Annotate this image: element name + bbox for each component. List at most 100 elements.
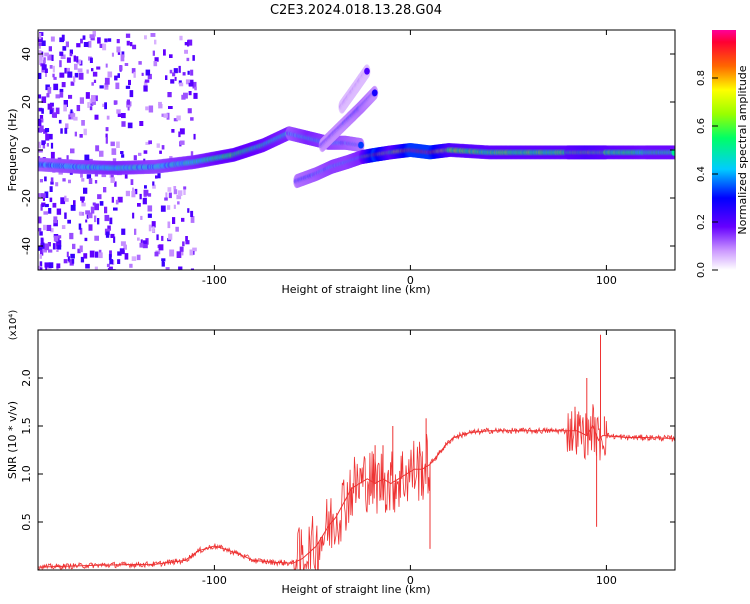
heatmap-noise-cell bbox=[113, 207, 118, 211]
snr-frame bbox=[37, 329, 676, 571]
heatmap-noise-cell bbox=[64, 212, 67, 219]
heatmap-noise-cell bbox=[67, 256, 70, 262]
heatmap-noise-cell bbox=[38, 44, 41, 49]
heatmap-noise-cell bbox=[107, 38, 112, 42]
heatmap-noise-cell bbox=[66, 57, 71, 63]
heatmap-noise-cell bbox=[86, 174, 92, 179]
spectrogram-ytick-label: 20 bbox=[20, 95, 33, 109]
heatmap-noise-cell bbox=[121, 154, 125, 158]
heatmap-noise-cell bbox=[181, 251, 184, 256]
heatmap-noise-cell bbox=[39, 125, 44, 132]
colorbar: 0.0 0.2 0.4 0.6 0.8 Normalized spectral ampl… bbox=[696, 30, 749, 278]
heatmap-noise-cell bbox=[187, 108, 192, 114]
heatmap-noise-cell bbox=[132, 187, 134, 195]
heatmap-noise-cell bbox=[40, 204, 43, 211]
heatmap-noise-cell bbox=[187, 208, 190, 213]
heatmap-noise-cell bbox=[176, 251, 182, 258]
heatmap-noise-cell bbox=[128, 79, 131, 86]
heatmap-noise-cell bbox=[71, 258, 75, 264]
colorbar-tick-label: 0.0 bbox=[696, 262, 707, 278]
heatmap-noise-cell bbox=[58, 240, 62, 248]
heatmap-noise-cell bbox=[50, 181, 54, 185]
snr-ticks: -100 0 100 0.5 1.0 1.5 2.0 bbox=[20, 330, 675, 587]
heatmap-noise-cell bbox=[43, 57, 46, 63]
heatmap-noise-cell bbox=[70, 204, 76, 211]
heatmap-noise-cell bbox=[154, 251, 159, 257]
heatmap-noise-cell bbox=[43, 211, 48, 215]
heatmap-noise-cell bbox=[95, 145, 100, 152]
heatmap-noise-cell bbox=[120, 241, 126, 246]
colorbar-tick-label: 0.6 bbox=[696, 118, 707, 134]
heatmap-noise-cell bbox=[79, 227, 83, 235]
heatmap-noise-cell bbox=[52, 202, 57, 208]
heatmap-noise-cell bbox=[65, 41, 69, 48]
spectrogram-xtick-label: -100 bbox=[202, 274, 227, 287]
heatmap-noise-cell bbox=[141, 72, 144, 76]
colorbar-tick-label: 0.2 bbox=[696, 214, 707, 230]
heatmap-noise-cell bbox=[74, 63, 78, 70]
heatmap-noise-cell bbox=[169, 249, 175, 257]
heatmap-noise-cell bbox=[148, 105, 154, 113]
heatmap-noise-cell bbox=[69, 49, 73, 55]
heatmap-noise-cell bbox=[44, 262, 50, 268]
heatmap-noise-cell bbox=[182, 72, 186, 76]
heatmap-noise-cell bbox=[70, 148, 75, 154]
heatmap-noise-cell bbox=[114, 75, 118, 81]
heatmap-noise-cell bbox=[120, 151, 124, 155]
heatmap-noise-cell bbox=[115, 199, 119, 205]
heatmap-noise-cell bbox=[169, 54, 173, 58]
heatmap-noise-cell bbox=[131, 68, 136, 74]
snr-ytick-label: 1.5 bbox=[20, 417, 33, 435]
heatmap-noise-cell bbox=[159, 150, 162, 154]
heatmap-noise-cell bbox=[59, 72, 65, 78]
heatmap-noise-cell bbox=[38, 37, 43, 42]
heatmap-noise-cell bbox=[193, 133, 196, 140]
heatmap-noise-cell bbox=[169, 69, 173, 74]
snr-panel: -100 0 100 0.5 1.0 1.5 2.0 Height of straight … bbox=[6, 310, 676, 596]
heatmap-noise-cell bbox=[58, 119, 62, 124]
heatmap-noise-cell bbox=[38, 141, 41, 146]
colorbar-tick-label: 0.8 bbox=[696, 70, 707, 86]
heatmap-noise-cell bbox=[85, 210, 90, 215]
heatmap-noise-cell bbox=[44, 68, 48, 73]
spectrogram-xlabel: Height of straight line (km) bbox=[281, 283, 430, 296]
heatmap-noise-cell bbox=[173, 204, 176, 209]
heatmap-noise-cell bbox=[161, 262, 165, 267]
heatmap-noise-cell bbox=[49, 65, 53, 69]
heatmap-noise-cell bbox=[144, 79, 150, 83]
heatmap-noise-cell bbox=[91, 95, 96, 102]
heatmap-noise-cell bbox=[72, 243, 76, 250]
heatmap-noise-cell bbox=[38, 149, 43, 153]
heatmap-noise-cell bbox=[46, 93, 50, 98]
heatmap-noise-cell bbox=[192, 55, 195, 61]
heatmap-noise-cell bbox=[161, 259, 165, 264]
heatmap-noise-cell bbox=[178, 65, 181, 73]
heatmap-noise-cell bbox=[108, 254, 112, 260]
heatmap-noise-cell bbox=[87, 41, 92, 48]
heatmap-noise-cell bbox=[42, 248, 47, 253]
heatmap-noise-cell bbox=[87, 102, 90, 108]
heatmap-noise-cell bbox=[56, 208, 62, 215]
heatmap-noise-cell bbox=[158, 244, 164, 251]
heatmap-noise-cell bbox=[40, 118, 44, 123]
heatmap-noise-cell bbox=[97, 218, 100, 225]
heatmap-noise-cell bbox=[46, 143, 49, 147]
heatmap-noise-cell bbox=[59, 51, 64, 56]
heatmap-noise-cell bbox=[78, 211, 82, 216]
heatmap-noise-cell bbox=[161, 145, 165, 150]
heatmap-noise-cell bbox=[154, 39, 157, 45]
heatmap-noise-cell bbox=[66, 251, 69, 258]
heatmap-noise-cell bbox=[153, 61, 158, 67]
heatmap-noise-cell bbox=[152, 50, 155, 56]
heatmap-noise-cell bbox=[161, 113, 164, 117]
heatmap-noise-cell bbox=[68, 179, 71, 184]
heatmap-noise-cell bbox=[53, 83, 59, 91]
heatmap-noise-cell bbox=[167, 92, 172, 98]
heatmap-noise-cell bbox=[78, 72, 84, 80]
heatmap-noise-cell bbox=[43, 224, 46, 231]
heatmap-noise-cell bbox=[99, 150, 104, 157]
heatmap-noise-cell bbox=[60, 54, 66, 59]
heatmap-noise-cell bbox=[156, 143, 160, 148]
heatmap-noise-cell bbox=[116, 109, 121, 114]
heatmap-noise-cell bbox=[47, 86, 52, 94]
